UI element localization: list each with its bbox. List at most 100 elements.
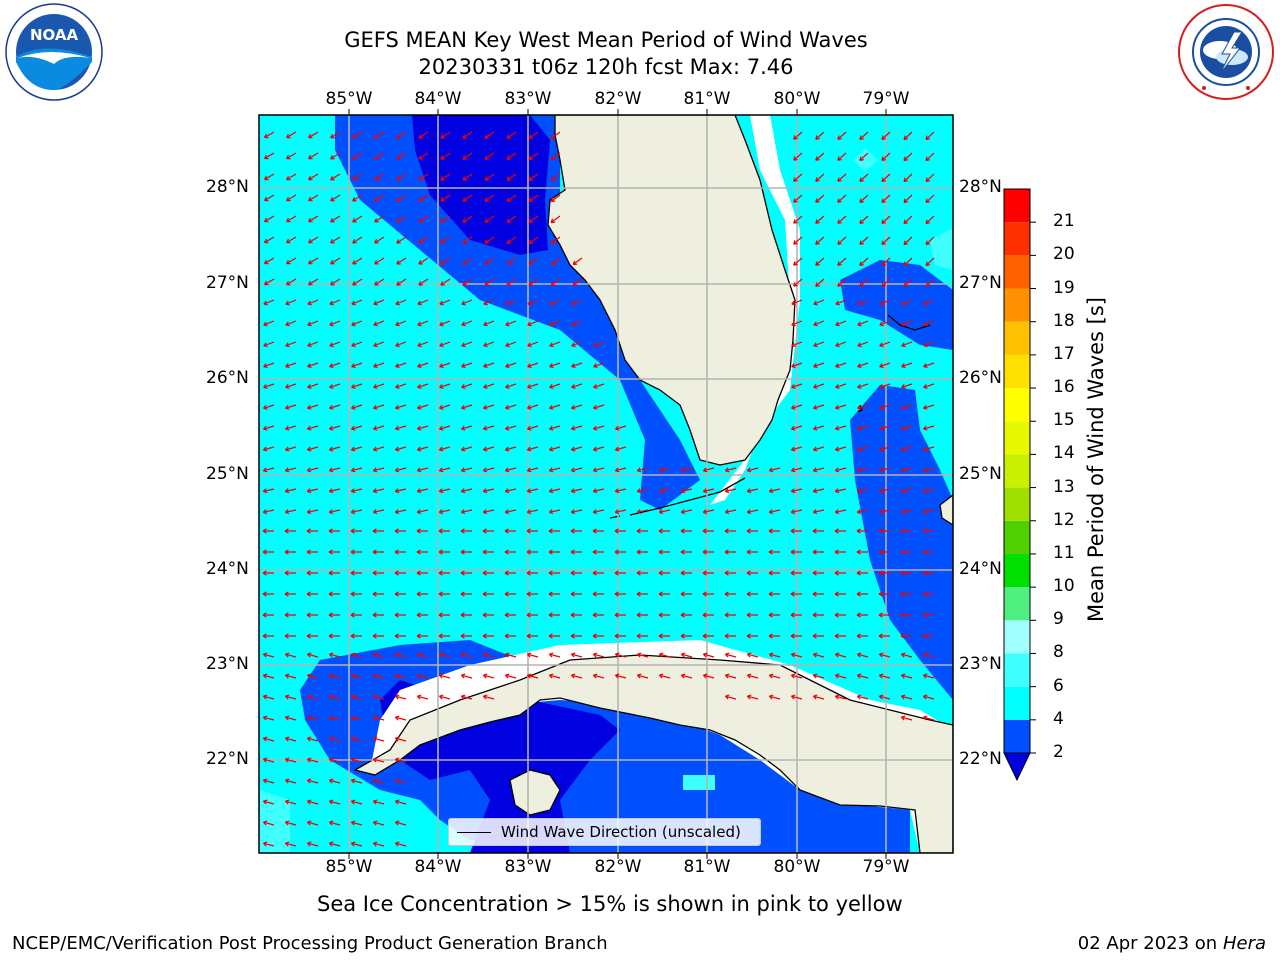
wind-wave-arrow bbox=[285, 425, 297, 430]
legend-label: Wind Wave Direction (unscaled) bbox=[501, 823, 741, 841]
wind-wave-arrow bbox=[903, 173, 913, 182]
wind-wave-arrowhead bbox=[592, 570, 597, 576]
wind-wave-arrowhead bbox=[570, 570, 575, 576]
wind-wave-arrowhead bbox=[262, 488, 268, 494]
wind-wave-arrow bbox=[835, 467, 847, 472]
wind-wave-arrow bbox=[528, 236, 539, 244]
wind-wave-arrow bbox=[351, 653, 363, 658]
wind-wave-arrowhead bbox=[506, 260, 512, 265]
wind-wave-arrow bbox=[374, 257, 385, 265]
wind-wave-arrowhead bbox=[702, 591, 707, 597]
period-fill-2-4 bbox=[840, 260, 953, 350]
wind-wave-arrowhead bbox=[593, 342, 598, 348]
wind-wave-arrowhead bbox=[308, 217, 313, 223]
wind-wave-arrowhead bbox=[813, 404, 818, 410]
wind-wave-arrowhead bbox=[372, 467, 378, 473]
wind-wave-arrow bbox=[439, 674, 451, 679]
wind-wave-arrowhead bbox=[527, 300, 532, 306]
wind-wave-arrowhead bbox=[352, 176, 357, 181]
wind-wave-arrow bbox=[923, 467, 935, 472]
wind-wave-arrowhead bbox=[462, 134, 467, 139]
wind-wave-arrowhead bbox=[859, 177, 864, 182]
wind-wave-arrow bbox=[791, 674, 803, 679]
wind-wave-arrowhead bbox=[483, 404, 488, 410]
wind-wave-arrow bbox=[881, 257, 891, 266]
wind-wave-arrowhead bbox=[859, 198, 864, 203]
wind-wave-arrowhead bbox=[636, 652, 642, 658]
lon-label-top: 84°W bbox=[414, 89, 462, 109]
wind-wave-arrow bbox=[857, 653, 869, 658]
wind-wave-arrow bbox=[903, 131, 913, 140]
wind-wave-arrow bbox=[484, 131, 495, 139]
wind-wave-arrowhead bbox=[330, 217, 335, 223]
wind-wave-arrowhead bbox=[746, 591, 751, 597]
wind-wave-arrow bbox=[550, 236, 561, 244]
wind-wave-arrowhead bbox=[504, 612, 509, 618]
wind-wave-arrowhead bbox=[901, 404, 906, 410]
wind-wave-arrow bbox=[418, 152, 429, 160]
wind-wave-arrowhead bbox=[571, 342, 576, 348]
wind-wave-arrowhead bbox=[922, 673, 928, 679]
wind-wave-arrow bbox=[396, 257, 407, 265]
wind-wave-arrowhead bbox=[856, 509, 862, 515]
wind-wave-arrow bbox=[593, 404, 605, 409]
wind-wave-arrow bbox=[593, 653, 605, 658]
wind-wave-arrowhead bbox=[636, 633, 641, 639]
wind-wave-arrowhead bbox=[352, 155, 357, 160]
wind-wave-arrow bbox=[571, 383, 583, 389]
wind-wave-arrowhead bbox=[812, 633, 817, 639]
wind-wave-arrowhead bbox=[417, 300, 422, 306]
wind-wave-arrow bbox=[264, 215, 275, 223]
wind-wave-arrow bbox=[857, 695, 869, 700]
wind-wave-arrowhead bbox=[528, 197, 534, 202]
wind-wave-arrowhead bbox=[328, 715, 334, 721]
wind-wave-arrow bbox=[879, 383, 891, 389]
wind-wave-arrowhead bbox=[482, 528, 487, 534]
wind-wave-arrowhead bbox=[903, 198, 908, 204]
wind-wave-arrowhead bbox=[879, 404, 884, 410]
wind-wave-arrow bbox=[901, 320, 913, 326]
wind-wave-arrowhead bbox=[351, 342, 356, 348]
wind-wave-arrow bbox=[461, 446, 473, 451]
wind-wave-arrow bbox=[528, 194, 539, 202]
wind-wave-arrow bbox=[815, 194, 825, 203]
wind-wave-arrowhead bbox=[484, 197, 489, 202]
wind-wave-arrowhead bbox=[791, 300, 796, 306]
wind-wave-arrow bbox=[264, 131, 275, 139]
wind-wave-arrow bbox=[395, 341, 407, 347]
lat-label-right: 27°N bbox=[959, 273, 1002, 293]
wind-wave-arrow bbox=[307, 779, 319, 784]
wind-wave-arrowhead bbox=[417, 384, 422, 389]
wind-wave-arrowhead bbox=[328, 673, 334, 679]
wind-wave-arrowhead bbox=[504, 467, 510, 473]
wind-wave-arrow bbox=[373, 341, 385, 347]
wind-wave-arrow bbox=[593, 446, 605, 451]
wind-wave-arrow bbox=[527, 299, 539, 305]
wind-wave-arrowhead bbox=[284, 652, 290, 658]
wind-wave-arrowhead bbox=[549, 404, 554, 410]
wind-wave-arrow bbox=[307, 716, 319, 721]
wind-wave-arrow bbox=[418, 215, 429, 223]
wind-wave-arrow bbox=[417, 362, 429, 368]
wind-wave-arrowhead bbox=[262, 570, 267, 576]
wind-wave-arrowhead bbox=[859, 261, 864, 266]
wind-wave-arrow bbox=[681, 509, 693, 513]
wind-wave-arrow bbox=[329, 320, 341, 326]
wind-wave-arrowhead bbox=[856, 633, 861, 639]
wind-wave-arrowhead bbox=[658, 673, 664, 679]
wind-wave-arrowhead bbox=[570, 673, 576, 679]
wind-wave-arrowhead bbox=[548, 467, 554, 473]
wind-wave-arrowhead bbox=[548, 425, 554, 431]
wind-wave-arrow bbox=[307, 383, 319, 389]
wind-wave-arrowhead bbox=[262, 652, 268, 658]
wind-wave-arrowhead bbox=[462, 176, 467, 181]
wind-wave-arrowhead bbox=[922, 633, 927, 639]
wind-wave-arrow bbox=[593, 509, 605, 513]
colorbar-tick-label: 18 bbox=[1053, 310, 1075, 331]
wind-wave-arrow bbox=[681, 488, 693, 493]
wind-wave-arrow bbox=[483, 509, 495, 513]
wind-wave-arrow bbox=[593, 425, 605, 430]
wind-wave-arrowhead bbox=[372, 528, 377, 534]
wind-wave-arrow bbox=[637, 653, 649, 658]
lon-label-bottom: 80°W bbox=[773, 857, 821, 877]
